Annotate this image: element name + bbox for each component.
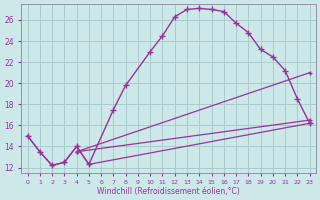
- X-axis label: Windchill (Refroidissement éolien,°C): Windchill (Refroidissement éolien,°C): [97, 187, 240, 196]
